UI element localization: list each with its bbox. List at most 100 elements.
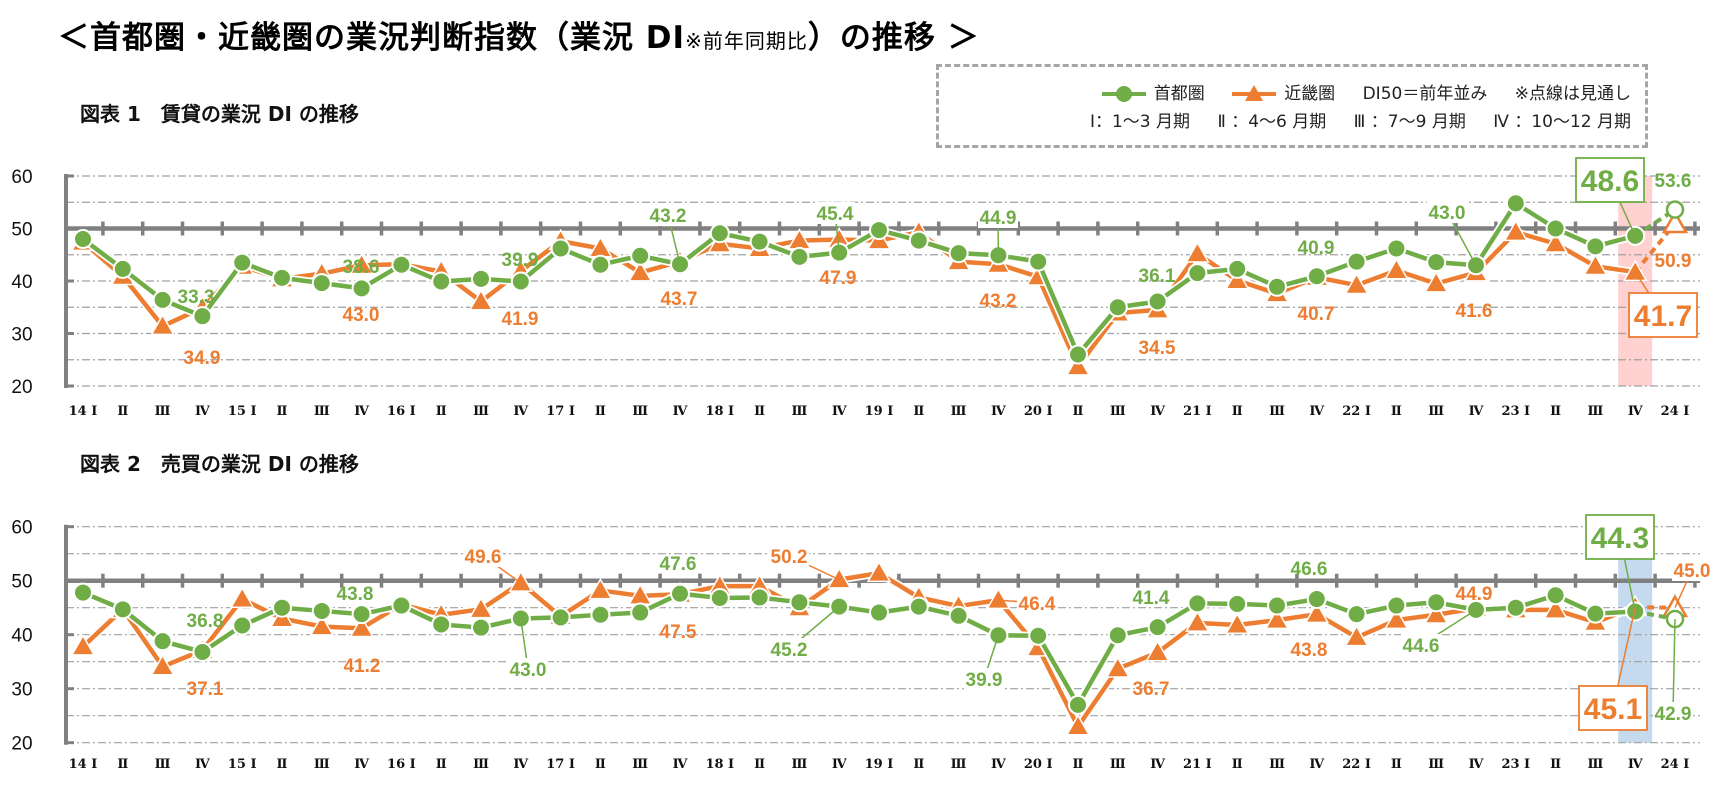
x-tick-label: Ⅲ xyxy=(155,404,171,419)
data-point-circle xyxy=(1107,625,1128,646)
x-tick-label: Ⅲ xyxy=(632,757,648,772)
x-tick-label: Ⅲ xyxy=(473,757,489,772)
data-point-circle xyxy=(112,258,133,279)
data-point-triangle xyxy=(150,313,175,336)
data-label: 50.9 xyxy=(1655,251,1692,272)
data-point-circle xyxy=(311,600,332,621)
data-point-circle xyxy=(192,306,213,327)
circle-marker-icon xyxy=(1115,86,1132,102)
y-tick-label: 50 xyxy=(11,572,32,593)
data-label: 46.4 xyxy=(1019,594,1056,615)
x-tick-label: 23 Ⅰ xyxy=(1501,757,1530,772)
x-tick-label: Ⅳ xyxy=(195,757,210,772)
annotation-box xyxy=(1575,157,1645,203)
data-point-circle xyxy=(1068,694,1088,715)
data-point-triangle xyxy=(1344,624,1369,647)
data-label: 44.6 xyxy=(1403,636,1440,657)
data-point-triangle xyxy=(1145,640,1170,662)
data-label: 33.3 xyxy=(178,287,215,308)
y-tick-label: 30 xyxy=(11,680,32,701)
data-point-triangle xyxy=(1423,602,1449,624)
data-label: 45.4 xyxy=(817,204,854,225)
data-point-circle xyxy=(272,267,292,288)
data-point-circle xyxy=(749,231,770,252)
data-point-triangle xyxy=(826,567,852,589)
data-label: 43.0 xyxy=(1429,203,1466,224)
data-point-triangle xyxy=(349,252,374,275)
data-point-circle xyxy=(670,583,690,604)
data-point-circle xyxy=(1267,595,1287,616)
x-tick-label: Ⅳ xyxy=(673,404,688,419)
data-label: 45.2 xyxy=(771,640,808,661)
x-tick-label: Ⅲ xyxy=(314,757,330,772)
data-point-triangle xyxy=(1543,231,1568,253)
data-point-triangle xyxy=(508,570,534,592)
data-point-triangle xyxy=(1304,601,1330,624)
data-label: 45.0 xyxy=(1674,561,1711,582)
data-point-circle xyxy=(590,604,611,625)
data-point-triangle xyxy=(349,615,374,638)
data-label-current: 45.1 xyxy=(1584,693,1642,726)
x-tick-label: 18 Ⅰ xyxy=(705,404,734,419)
x-tick-label: Ⅳ xyxy=(354,757,369,772)
series-line-shutoken xyxy=(81,201,1636,357)
x-tick-label: 24 Ⅰ xyxy=(1661,404,1690,419)
data-label: 43.0 xyxy=(510,660,547,681)
data-label-current: 48.6 xyxy=(1581,165,1639,198)
x-tick-label: Ⅳ xyxy=(1309,757,1324,772)
data-label: 36.7 xyxy=(1133,679,1170,700)
data-point-circle xyxy=(1068,344,1088,365)
data-label: 50.2 xyxy=(771,547,808,568)
data-label: 47.5 xyxy=(660,622,697,643)
data-point-triangle xyxy=(1065,713,1091,736)
data-point-circle xyxy=(1585,603,1606,624)
y-tick-label: 40 xyxy=(11,272,32,293)
data-point-circle xyxy=(431,271,452,292)
x-tick-label: Ⅳ xyxy=(1309,404,1324,419)
data-label: 46.6 xyxy=(1291,559,1328,580)
data-point-circle xyxy=(391,254,412,275)
data-label: 34.9 xyxy=(184,348,221,369)
x-tick-label: Ⅳ xyxy=(354,404,369,419)
annotation-bg xyxy=(508,658,548,680)
data-point-triangle xyxy=(229,586,255,609)
chart-1: 20 30 40 50 60 14 Ⅰ Ⅱ Ⅲ Ⅳ 15 Ⅰ Ⅱ Ⅲ Ⅳ 16 Ⅰ Ⅱ Ⅲ Ⅳ 17 Ⅰ Ⅱ Ⅲ Ⅳ 18… xyxy=(11,157,1700,419)
chart1-title: 図表 1 賃貸の業況 DI の推移 xyxy=(80,102,359,126)
data-point-circle xyxy=(749,587,770,608)
data-label: 37.1 xyxy=(187,679,224,700)
data-point-circle xyxy=(1505,597,1526,618)
x-tick-label: Ⅱ xyxy=(436,757,447,772)
annotation-bg xyxy=(1672,559,1712,581)
data-point-circle xyxy=(351,604,372,625)
data-point-triangle xyxy=(468,288,494,311)
y-tick-label: 20 xyxy=(11,734,32,755)
data-point-triangle xyxy=(1503,219,1529,242)
data-label: 41.2 xyxy=(344,656,381,677)
data-point-triangle xyxy=(1105,656,1131,678)
data-point-circle xyxy=(789,592,810,613)
annotation-box xyxy=(1585,514,1655,560)
chart2-title: 図表 2 売買の業況 DI の推移 xyxy=(80,452,359,476)
x-tick-label: 21 Ⅰ xyxy=(1183,757,1212,772)
data-point-circle xyxy=(1426,252,1447,273)
data-label: 42.9 xyxy=(1655,704,1692,725)
data-point-circle xyxy=(1147,617,1168,638)
data-point-circle xyxy=(1346,251,1367,272)
data-point-triangle xyxy=(1185,241,1210,263)
legend-swatch-shutoken xyxy=(1101,86,1146,102)
x-tick-label: Ⅳ xyxy=(991,757,1006,772)
x-tick-label: Ⅱ xyxy=(1232,404,1243,419)
annotation-bg xyxy=(463,545,503,567)
x-tick-label: Ⅱ xyxy=(595,404,606,419)
data-point-circle xyxy=(272,597,292,618)
data-label: 43.0 xyxy=(343,305,380,326)
y-tick-label: 30 xyxy=(11,325,32,346)
x-tick-label: Ⅱ xyxy=(1073,757,1084,772)
data-point-circle xyxy=(1386,595,1407,616)
data-point-triangle xyxy=(627,260,653,282)
data-point-circle xyxy=(152,631,173,652)
annotation-leader xyxy=(1672,619,1676,714)
x-tick-label: Ⅱ xyxy=(277,757,288,772)
x-tick-label: Ⅲ xyxy=(1587,757,1603,772)
